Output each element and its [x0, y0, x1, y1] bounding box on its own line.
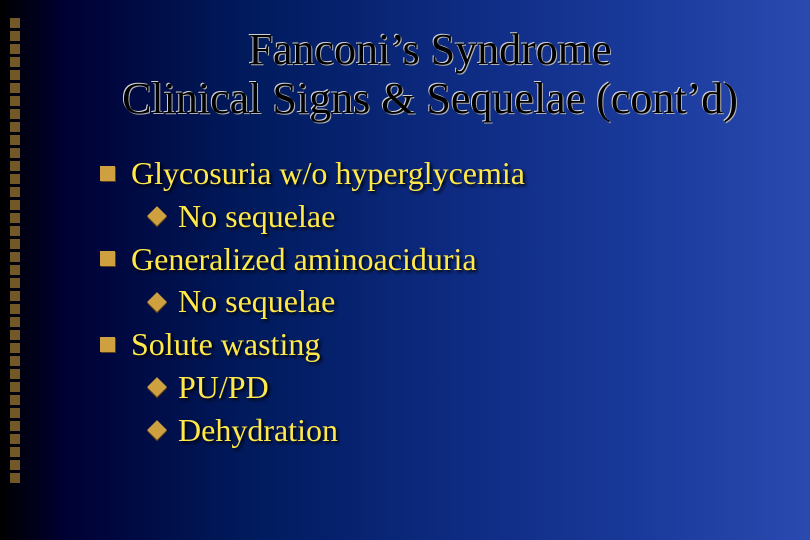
decor-square-icon	[10, 200, 20, 210]
decor-square-icon	[10, 460, 20, 470]
sub-bullet-text: No sequelae	[178, 283, 335, 320]
decor-square-icon	[10, 434, 20, 444]
bullet-text: Solute wasting	[131, 326, 320, 363]
decor-square-icon	[10, 148, 20, 158]
bullet-item: Solute wasting	[100, 326, 780, 363]
title-line-2: Clinical Signs & Sequelae (cont’d)	[122, 74, 738, 123]
square-bullet-icon	[100, 251, 115, 266]
left-decoration-strip	[10, 18, 20, 483]
square-bullet-icon	[100, 166, 115, 181]
decor-square-icon	[10, 317, 20, 327]
decor-square-icon	[10, 408, 20, 418]
diamond-bullet-icon	[147, 377, 167, 397]
sub-bullet-item: No sequelae	[150, 283, 780, 320]
slide: Fanconi’s Syndrome Clinical Signs & Sequ…	[0, 0, 810, 540]
decor-square-icon	[10, 304, 20, 314]
decor-square-icon	[10, 109, 20, 119]
decor-square-icon	[10, 18, 20, 28]
sub-bullet-text: No sequelae	[178, 198, 335, 235]
decor-square-icon	[10, 174, 20, 184]
decor-square-icon	[10, 187, 20, 197]
sub-bullet-text: Dehydration	[178, 412, 338, 449]
title-line-1: Fanconi’s Syndrome	[249, 25, 612, 74]
bullet-item: Glycosuria w/o hyperglycemia	[100, 155, 780, 192]
decor-square-icon	[10, 83, 20, 93]
decor-square-icon	[10, 343, 20, 353]
decor-square-icon	[10, 161, 20, 171]
decor-square-icon	[10, 278, 20, 288]
decor-square-icon	[10, 213, 20, 223]
decor-square-icon	[10, 31, 20, 41]
sub-bullet-text: PU/PD	[178, 369, 269, 406]
sub-bullet-item: Dehydration	[150, 412, 780, 449]
decor-square-icon	[10, 421, 20, 431]
decor-square-icon	[10, 239, 20, 249]
decor-square-icon	[10, 252, 20, 262]
sub-bullet-item: No sequelae	[150, 198, 780, 235]
decor-square-icon	[10, 473, 20, 483]
diamond-bullet-icon	[147, 292, 167, 312]
decor-square-icon	[10, 356, 20, 366]
decor-square-icon	[10, 57, 20, 67]
decor-square-icon	[10, 96, 20, 106]
sub-bullet-item: PU/PD	[150, 369, 780, 406]
decor-square-icon	[10, 447, 20, 457]
decor-square-icon	[10, 265, 20, 275]
decor-square-icon	[10, 44, 20, 54]
slide-content: Glycosuria w/o hyperglycemia No sequelae…	[100, 155, 780, 455]
decor-square-icon	[10, 330, 20, 340]
decor-square-icon	[10, 135, 20, 145]
bullet-text: Glycosuria w/o hyperglycemia	[131, 155, 525, 192]
slide-title: Fanconi’s Syndrome Clinical Signs & Sequ…	[70, 25, 790, 124]
decor-square-icon	[10, 369, 20, 379]
decor-square-icon	[10, 382, 20, 392]
decor-square-icon	[10, 70, 20, 80]
diamond-bullet-icon	[147, 206, 167, 226]
diamond-bullet-icon	[147, 420, 167, 440]
decor-square-icon	[10, 291, 20, 301]
decor-square-icon	[10, 226, 20, 236]
bullet-item: Generalized aminoaciduria	[100, 241, 780, 278]
square-bullet-icon	[100, 337, 115, 352]
decor-square-icon	[10, 395, 20, 405]
decor-square-icon	[10, 122, 20, 132]
bullet-text: Generalized aminoaciduria	[131, 241, 477, 278]
